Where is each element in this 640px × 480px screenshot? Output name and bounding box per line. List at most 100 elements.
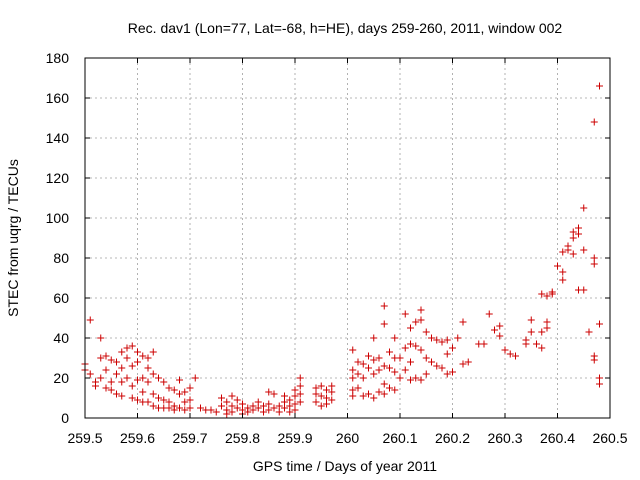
data-point xyxy=(590,260,598,268)
data-point xyxy=(359,374,367,382)
data-point xyxy=(144,378,152,386)
data-point xyxy=(580,286,588,294)
data-point xyxy=(218,394,225,402)
data-point xyxy=(422,354,430,362)
data-point xyxy=(144,364,152,372)
data-point xyxy=(485,310,493,318)
data-point xyxy=(128,382,136,390)
x-axis-ticks: 259.5 259.6 259.7 259.8 259.9 260 260.1 260.2 26… xyxy=(67,58,628,446)
data-point xyxy=(181,398,189,406)
data-point xyxy=(286,408,294,416)
x-tick-label: 260.5 xyxy=(592,430,627,446)
data-point xyxy=(391,368,399,376)
data-point xyxy=(197,404,204,412)
data-point xyxy=(312,398,320,406)
x-tick-label: 259.5 xyxy=(67,430,102,446)
data-point xyxy=(323,394,330,402)
data-point xyxy=(244,408,252,416)
data-point xyxy=(228,392,236,400)
data-point xyxy=(86,370,94,378)
data-point xyxy=(454,334,462,342)
data-point xyxy=(596,374,603,382)
data-point xyxy=(422,370,430,378)
data-point xyxy=(543,292,551,300)
data-point xyxy=(349,366,357,374)
data-point xyxy=(407,324,414,332)
data-point xyxy=(370,370,378,378)
data-point xyxy=(596,320,603,328)
data-point xyxy=(365,390,372,398)
data-point xyxy=(160,396,168,404)
data-point xyxy=(134,396,141,404)
data-point xyxy=(186,396,194,404)
data-point xyxy=(113,358,120,366)
data-point xyxy=(275,402,283,410)
data-point xyxy=(359,360,367,368)
data-point xyxy=(538,290,546,298)
data-point xyxy=(107,386,115,394)
data-point xyxy=(554,262,561,270)
data-point xyxy=(522,340,530,348)
data-point xyxy=(139,374,147,382)
data-point xyxy=(443,370,451,378)
data-point xyxy=(438,338,446,346)
y-tick-label: 180 xyxy=(46,50,70,66)
y-tick-label: 160 xyxy=(46,90,70,106)
data-point xyxy=(533,340,540,348)
data-point xyxy=(281,404,288,412)
data-point xyxy=(596,82,603,90)
data-point xyxy=(270,404,278,412)
data-point xyxy=(596,380,603,388)
data-point xyxy=(349,374,357,382)
x-tick-label: 260.4 xyxy=(540,430,575,446)
data-point xyxy=(134,376,141,384)
data-point xyxy=(260,408,267,416)
data-point xyxy=(165,404,173,412)
data-point xyxy=(443,336,451,344)
data-point xyxy=(233,396,241,404)
data-point xyxy=(564,246,572,254)
data-point xyxy=(291,386,299,394)
data-point xyxy=(155,394,162,402)
x-tick-label: 260 xyxy=(336,430,360,446)
data-point xyxy=(139,388,147,396)
data-point xyxy=(296,390,304,398)
y-axis-label: STEC from uqrg / TECUs xyxy=(5,159,21,317)
data-point xyxy=(149,348,157,356)
data-point xyxy=(375,366,383,374)
data-point xyxy=(459,360,467,368)
data-point xyxy=(422,328,430,336)
data-point xyxy=(102,384,110,392)
data-point xyxy=(401,366,409,374)
data-point xyxy=(365,364,372,372)
data-point xyxy=(417,306,425,314)
data-point xyxy=(118,378,126,386)
y-tick-label: 0 xyxy=(61,410,69,426)
data-point xyxy=(165,398,173,406)
data-point xyxy=(149,370,157,378)
data-point xyxy=(349,386,357,394)
x-axis-label: GPS time / Days of year 2011 xyxy=(253,458,437,474)
data-point xyxy=(401,310,409,318)
data-point xyxy=(128,394,136,402)
data-point xyxy=(575,224,582,232)
data-point xyxy=(407,358,414,366)
data-point xyxy=(296,382,304,390)
data-point xyxy=(412,318,420,326)
data-point xyxy=(569,228,577,236)
data-point xyxy=(559,248,567,256)
data-point xyxy=(354,358,362,366)
y-tick-label: 100 xyxy=(46,210,70,226)
data-point xyxy=(149,402,157,410)
data-point xyxy=(123,344,131,352)
data-point xyxy=(375,354,383,362)
y-tick-label: 40 xyxy=(53,330,69,346)
data-point xyxy=(380,320,388,328)
data-point xyxy=(128,362,136,370)
data-point xyxy=(275,408,283,416)
data-point xyxy=(380,390,388,398)
data-point xyxy=(149,390,157,398)
y-tick-label: 80 xyxy=(53,250,69,266)
data-point xyxy=(139,352,147,360)
x-tick-label: 259.7 xyxy=(172,430,207,446)
